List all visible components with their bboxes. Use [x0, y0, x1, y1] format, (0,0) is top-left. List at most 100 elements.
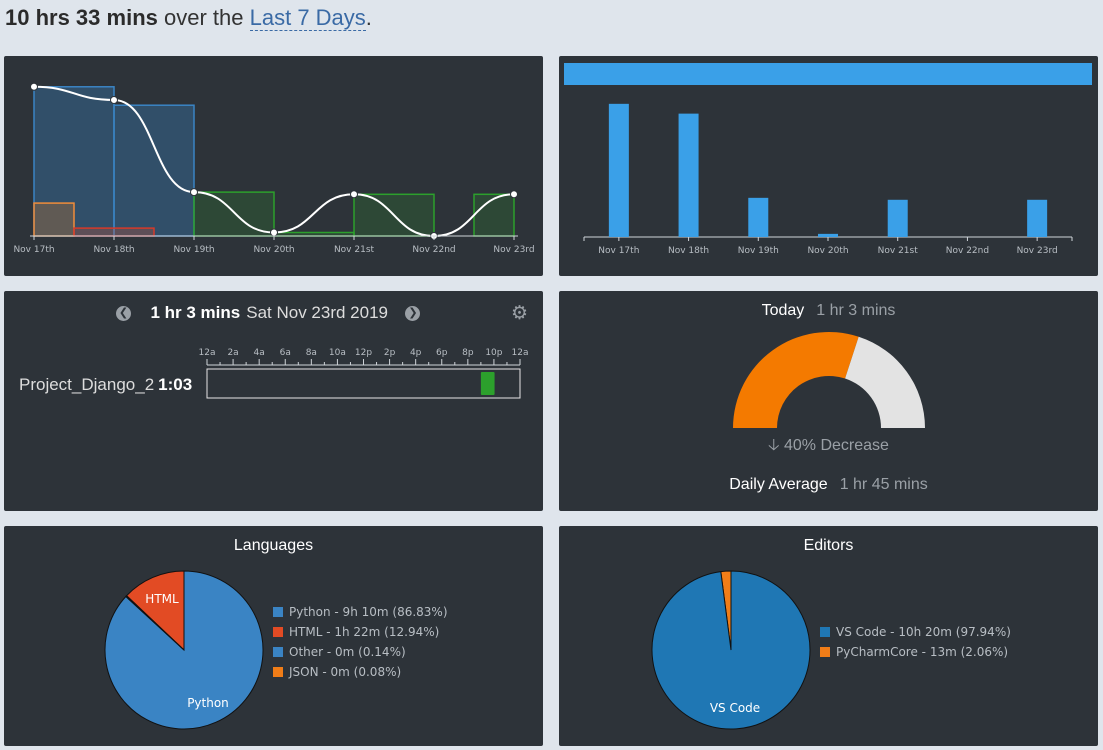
languages-legend-item: JSON - 0m (0.08%): [273, 666, 448, 686]
gauge-remaining-arc: [845, 336, 925, 428]
editors-slice-label-vscode: VS Code: [710, 701, 760, 715]
activity-step-2: [193, 191, 275, 237]
activity-step-json: [33, 202, 75, 237]
activity-tick-label: Nov 18th: [93, 245, 134, 255]
activity-tick-label: Nov 19th: [173, 245, 214, 255]
editors-title: Editors: [803, 537, 854, 554]
daily-bar-chart: Nov 17th Nov 18th Nov 19th Nov 20th Nov 21st…: [564, 63, 1092, 256]
languages-legend: Python - 9h 10m (86.83%) HTML - 1h 22m (1…: [273, 606, 448, 686]
day-date: Sat Nov 23rd 2019: [246, 303, 388, 322]
activity-point-4: [350, 190, 358, 199]
today-value: 1 hr 3 mins: [816, 302, 896, 319]
bar-1: [678, 113, 699, 237]
daily-average: Daily Average 1 hr 45 mins: [559, 476, 1098, 494]
editors-pie: VS Code: [651, 570, 811, 730]
project-row[interactable]: Project_Django_2 1:03: [19, 375, 192, 395]
languages-slice-label-python: Python: [187, 696, 229, 710]
activity-tick-label: Nov 17th: [13, 245, 54, 255]
today-panel: Today 1 hr 3 mins 🡣 40% Decrease Daily Av…: [559, 291, 1098, 511]
activity-step-3: [273, 231, 355, 237]
activity-step-5: [473, 193, 515, 237]
editors-legend: VS Code - 10h 20m (97.94%) PyCharmCore - …: [820, 626, 1011, 666]
daily-bar-panel: Nov 17th Nov 18th Nov 19th Nov 20th Nov 21st…: [559, 56, 1098, 276]
activity-tick-label: Nov 20th: [253, 245, 294, 255]
total-time: 10 hrs 33 mins: [5, 5, 158, 30]
activity-tick-label: Nov 22nd: [412, 245, 455, 255]
bar-tick-label: Nov 18th: [668, 246, 709, 256]
legend-swatch: [273, 607, 283, 617]
legend-swatch: [273, 667, 283, 677]
day-navigator: ❮ 1 hr 3 mins Sat Nov 23rd 2019 ❯: [116, 303, 421, 323]
hour-label: 12a: [199, 348, 216, 358]
bar-tick-label: Nov 20th: [807, 246, 848, 256]
chevron-left-icon[interactable]: ❮: [116, 306, 131, 322]
legend-swatch: [820, 627, 830, 637]
editors-panel: Editors VS Code VS Code - 10h 20m (97.94…: [559, 526, 1098, 746]
bar-3: [818, 233, 838, 237]
languages-legend-item: Python - 9h 10m (86.83%): [273, 606, 448, 626]
avg-value: 1 hr 45 mins: [839, 476, 928, 493]
activity-tick-label: Nov 21st: [334, 245, 375, 255]
hour-label: 2a: [227, 348, 238, 358]
date-range-link[interactable]: Last 7 Days: [249, 5, 366, 31]
languages-pie: Python HTML: [104, 570, 264, 730]
chevron-right-icon[interactable]: ❯: [405, 306, 421, 322]
languages-slice-label-html: HTML: [145, 592, 179, 606]
over-the-text: over the: [164, 5, 244, 30]
hour-label: 4a: [254, 348, 265, 358]
bar-6: [1027, 199, 1048, 237]
gear-icon[interactable]: ⚙: [511, 303, 529, 324]
legend-text: Other - 0m (0.14%): [289, 645, 406, 659]
legend-swatch: [820, 647, 830, 657]
hour-label: 6a: [280, 348, 291, 358]
activity-point-2: [190, 188, 198, 197]
legend-swatch: [273, 627, 283, 637]
avg-label: Daily Average: [729, 476, 828, 493]
day-timeline-panel: ❮ 1 hr 3 mins Sat Nov 23rd 2019 ❯ ⚙ 12a 2a…: [4, 291, 543, 511]
hour-label: 8a: [306, 348, 317, 358]
timeline-box: [206, 368, 521, 399]
day-duration: 1 hr 3 mins: [150, 303, 241, 322]
editors-slice-1: [651, 570, 811, 730]
bar-tick-label: Nov 23rd: [1017, 246, 1058, 256]
hour-label: 10a: [329, 348, 346, 358]
activity-point-3: [270, 228, 278, 237]
hour-label: 10p: [485, 348, 502, 358]
legend-text: JSON - 0m (0.08%): [289, 665, 402, 679]
selected-range-bar: [564, 63, 1092, 85]
activity-area-chart: Nov 17th Nov 18th Nov 19th Nov 20th Nov 21st…: [13, 82, 535, 255]
activity-step-html: [73, 227, 155, 237]
languages-legend-item: HTML - 1h 22m (12.94%): [273, 626, 448, 646]
bar-tick-label: Nov 21st: [878, 246, 919, 256]
bar-0: [608, 103, 629, 237]
languages-legend-item: Other - 0m (0.14%): [273, 646, 448, 666]
activity-point-0: [30, 82, 38, 91]
activity-point-6: [510, 190, 518, 199]
change-indicator: 🡣 40% Decrease: [559, 434, 1098, 461]
languages-slice-3: [125, 595, 185, 651]
languages-panel: Languages Python HTML Python - 9h 10m (86…: [4, 526, 543, 746]
languages-slice-0: [125, 570, 185, 652]
gauge-today-arc: [733, 332, 859, 428]
editors-legend-item: PyCharmCore - 13m (2.06%): [820, 646, 1011, 666]
bar-2: [748, 197, 769, 237]
timeline-chart: 12a 2a 4a 6a 8a 10a 12p 2p 4p 6p 8p 10p 12a: [199, 348, 528, 399]
hour-label: 2p: [384, 348, 396, 358]
bar-4: [887, 199, 908, 237]
hour-label: 6p: [436, 348, 448, 358]
legend-text: VS Code - 10h 20m (97.94%): [836, 625, 1011, 639]
project-time: 1:03: [158, 375, 193, 394]
header-period: .: [365, 5, 372, 30]
editors-legend-item: VS Code - 10h 20m (97.94%): [820, 626, 1011, 646]
today-gauge: [733, 332, 925, 428]
change-text: 40% Decrease: [784, 437, 889, 454]
legend-text: Python - 9h 10m (86.83%): [289, 605, 448, 619]
activity-area-panel: Nov 17th Nov 18th Nov 19th Nov 20th Nov 21st…: [4, 56, 543, 276]
hour-label: 4p: [410, 348, 422, 358]
project-name: Project_Django_2: [19, 375, 155, 394]
hour-label: 8p: [462, 348, 474, 358]
activity-point-1: [110, 95, 118, 104]
today-label: Today: [761, 302, 805, 319]
bar-tick-label: Nov 22nd: [946, 246, 989, 256]
arrow-down-icon: 🡣: [768, 437, 780, 454]
